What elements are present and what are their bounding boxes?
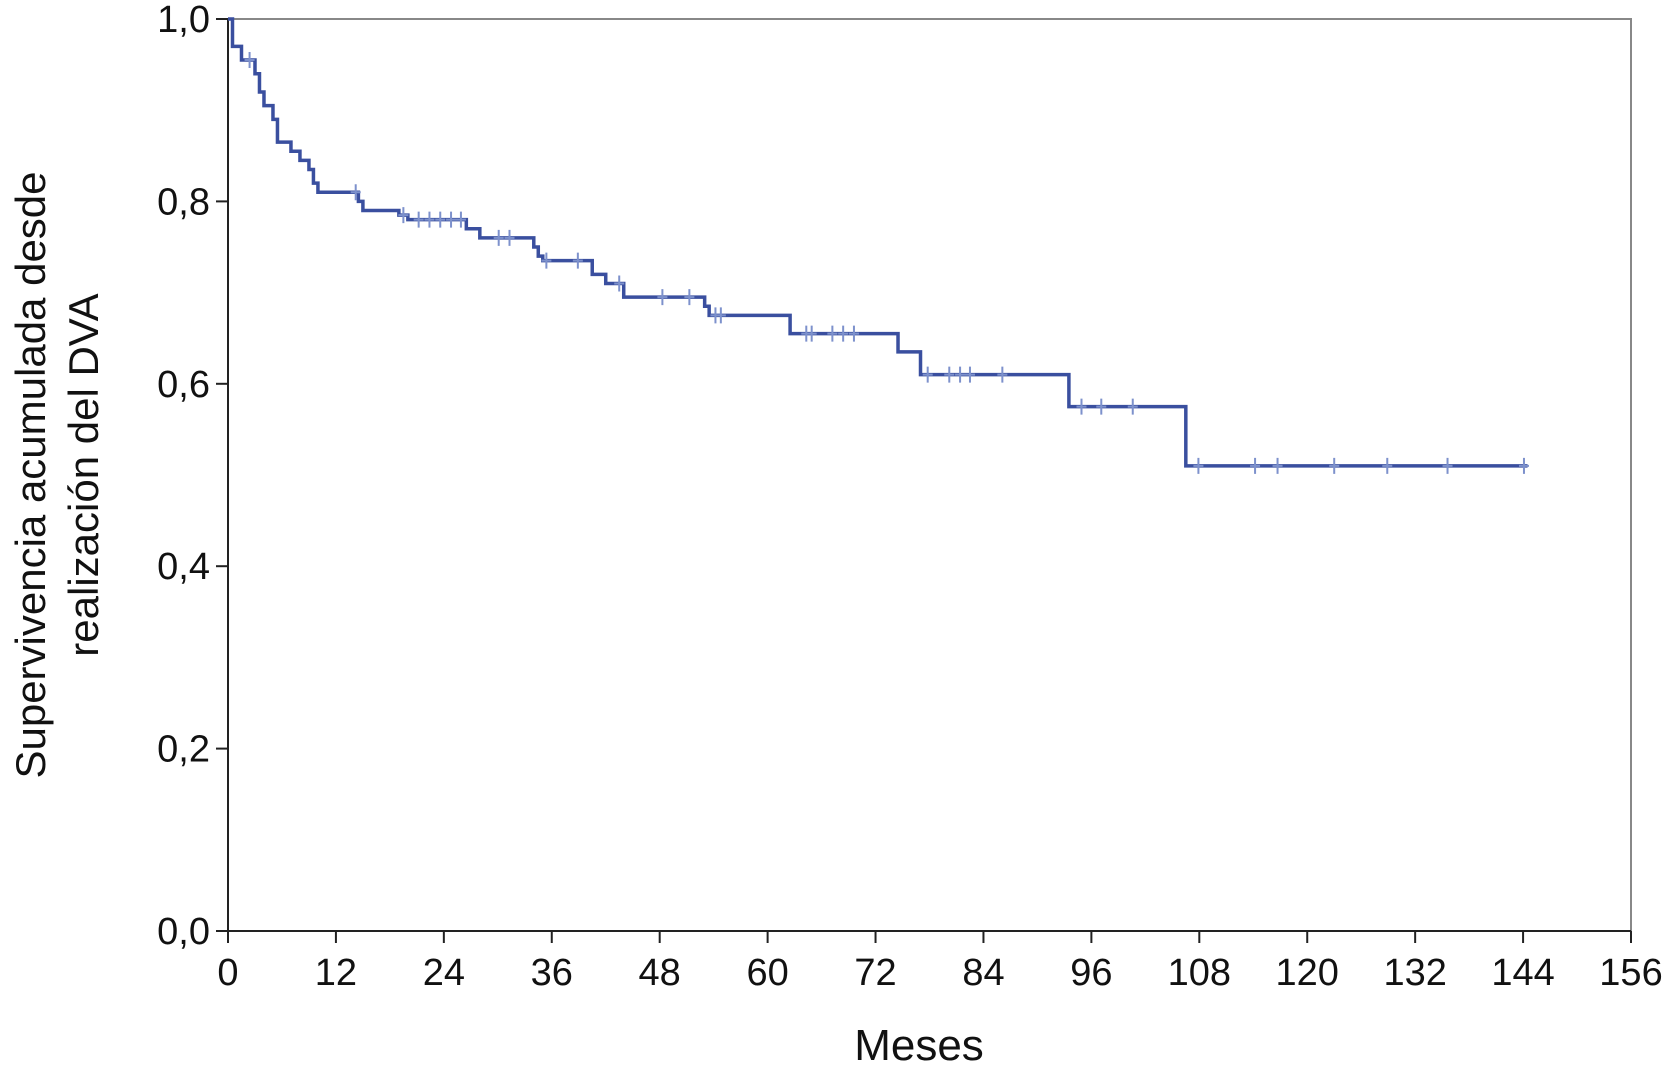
y-tick-label: 0,0 <box>157 911 210 953</box>
y-tick-label: 0,6 <box>157 364 210 406</box>
x-tick-label: 120 <box>1276 952 1339 994</box>
x-tick-label: 0 <box>217 952 238 994</box>
censor-mark <box>848 325 859 342</box>
censor-mark <box>838 325 849 342</box>
censor-mark <box>541 252 552 269</box>
censor-mark <box>955 366 966 383</box>
censor-mark <box>493 229 504 246</box>
censor-mark <box>614 275 625 292</box>
y-tick-label: 0,2 <box>157 729 210 771</box>
x-tick-label: 48 <box>639 952 681 994</box>
x-tick-label: 96 <box>1070 952 1112 994</box>
y-tick-label: 1,0 <box>157 0 210 41</box>
censor-mark <box>572 252 583 269</box>
censor-mark <box>944 366 955 383</box>
censor-mark <box>455 211 466 228</box>
censor-mark <box>1250 457 1261 474</box>
y-tick-label: 0,8 <box>157 181 210 223</box>
censor-mark <box>1382 457 1393 474</box>
censor-mark <box>504 229 515 246</box>
y-axis-title: Supervivencia acumulada desde <box>7 171 54 778</box>
censor-mark <box>684 289 695 306</box>
x-tick-label: 72 <box>854 952 896 994</box>
censor-mark <box>435 211 446 228</box>
x-tick-label: 144 <box>1491 952 1554 994</box>
censor-mark <box>997 366 1008 383</box>
censor-mark <box>413 211 424 228</box>
plot-frame <box>227 18 1632 932</box>
censor-mark <box>1127 398 1138 415</box>
y-axis-title: realización del DVA <box>60 293 107 656</box>
x-tick-label: 108 <box>1168 952 1231 994</box>
censor-mark <box>446 211 457 228</box>
censor-mark <box>1442 457 1453 474</box>
censor-mark <box>1193 457 1204 474</box>
censor-mark <box>1096 398 1107 415</box>
x-tick-label: 24 <box>423 952 465 994</box>
y-tick-label: 0,4 <box>157 546 210 588</box>
censor-mark <box>1076 398 1087 415</box>
censor-mark <box>922 366 933 383</box>
censor-mark <box>424 211 435 228</box>
censor-mark <box>657 289 668 306</box>
censor-mark <box>715 307 726 324</box>
survival-curve <box>228 17 1528 468</box>
censor-mark <box>1329 457 1340 474</box>
x-tick-label: 12 <box>315 952 357 994</box>
censor-mark <box>244 52 255 69</box>
censor-mark <box>1518 457 1529 474</box>
censor-mark <box>827 325 838 342</box>
x-tick-label: 156 <box>1599 952 1662 994</box>
x-tick-label: 132 <box>1383 952 1446 994</box>
censor-mark <box>964 366 975 383</box>
censor-mark <box>806 325 817 342</box>
censor-mark <box>1272 457 1283 474</box>
x-tick-label: 36 <box>531 952 573 994</box>
censor-mark <box>398 207 409 224</box>
x-tick-label: 84 <box>962 952 1004 994</box>
censor-mark <box>350 184 361 201</box>
x-tick-label: 60 <box>746 952 788 994</box>
x-axis-title: Meses <box>854 1021 984 1070</box>
